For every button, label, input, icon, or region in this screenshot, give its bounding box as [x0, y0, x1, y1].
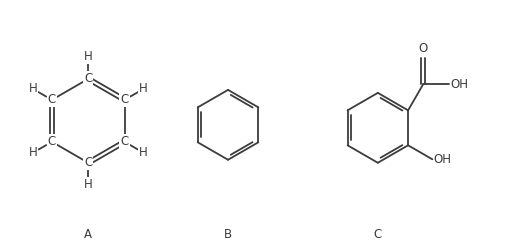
Text: C: C — [120, 93, 129, 106]
Text: O: O — [418, 43, 428, 55]
Text: C: C — [374, 228, 382, 241]
Text: H: H — [139, 82, 148, 95]
Text: C: C — [48, 93, 56, 106]
Text: A: A — [84, 228, 92, 241]
Text: C: C — [84, 72, 92, 85]
Text: H: H — [84, 50, 93, 63]
Text: H: H — [29, 146, 37, 159]
Text: OH: OH — [433, 153, 451, 166]
Text: B: B — [224, 228, 232, 241]
Text: C: C — [48, 135, 56, 148]
Text: OH: OH — [450, 78, 468, 91]
Text: C: C — [84, 156, 92, 169]
Text: C: C — [120, 135, 129, 148]
Text: H: H — [84, 178, 93, 191]
Text: H: H — [139, 146, 148, 159]
Text: H: H — [29, 82, 37, 95]
